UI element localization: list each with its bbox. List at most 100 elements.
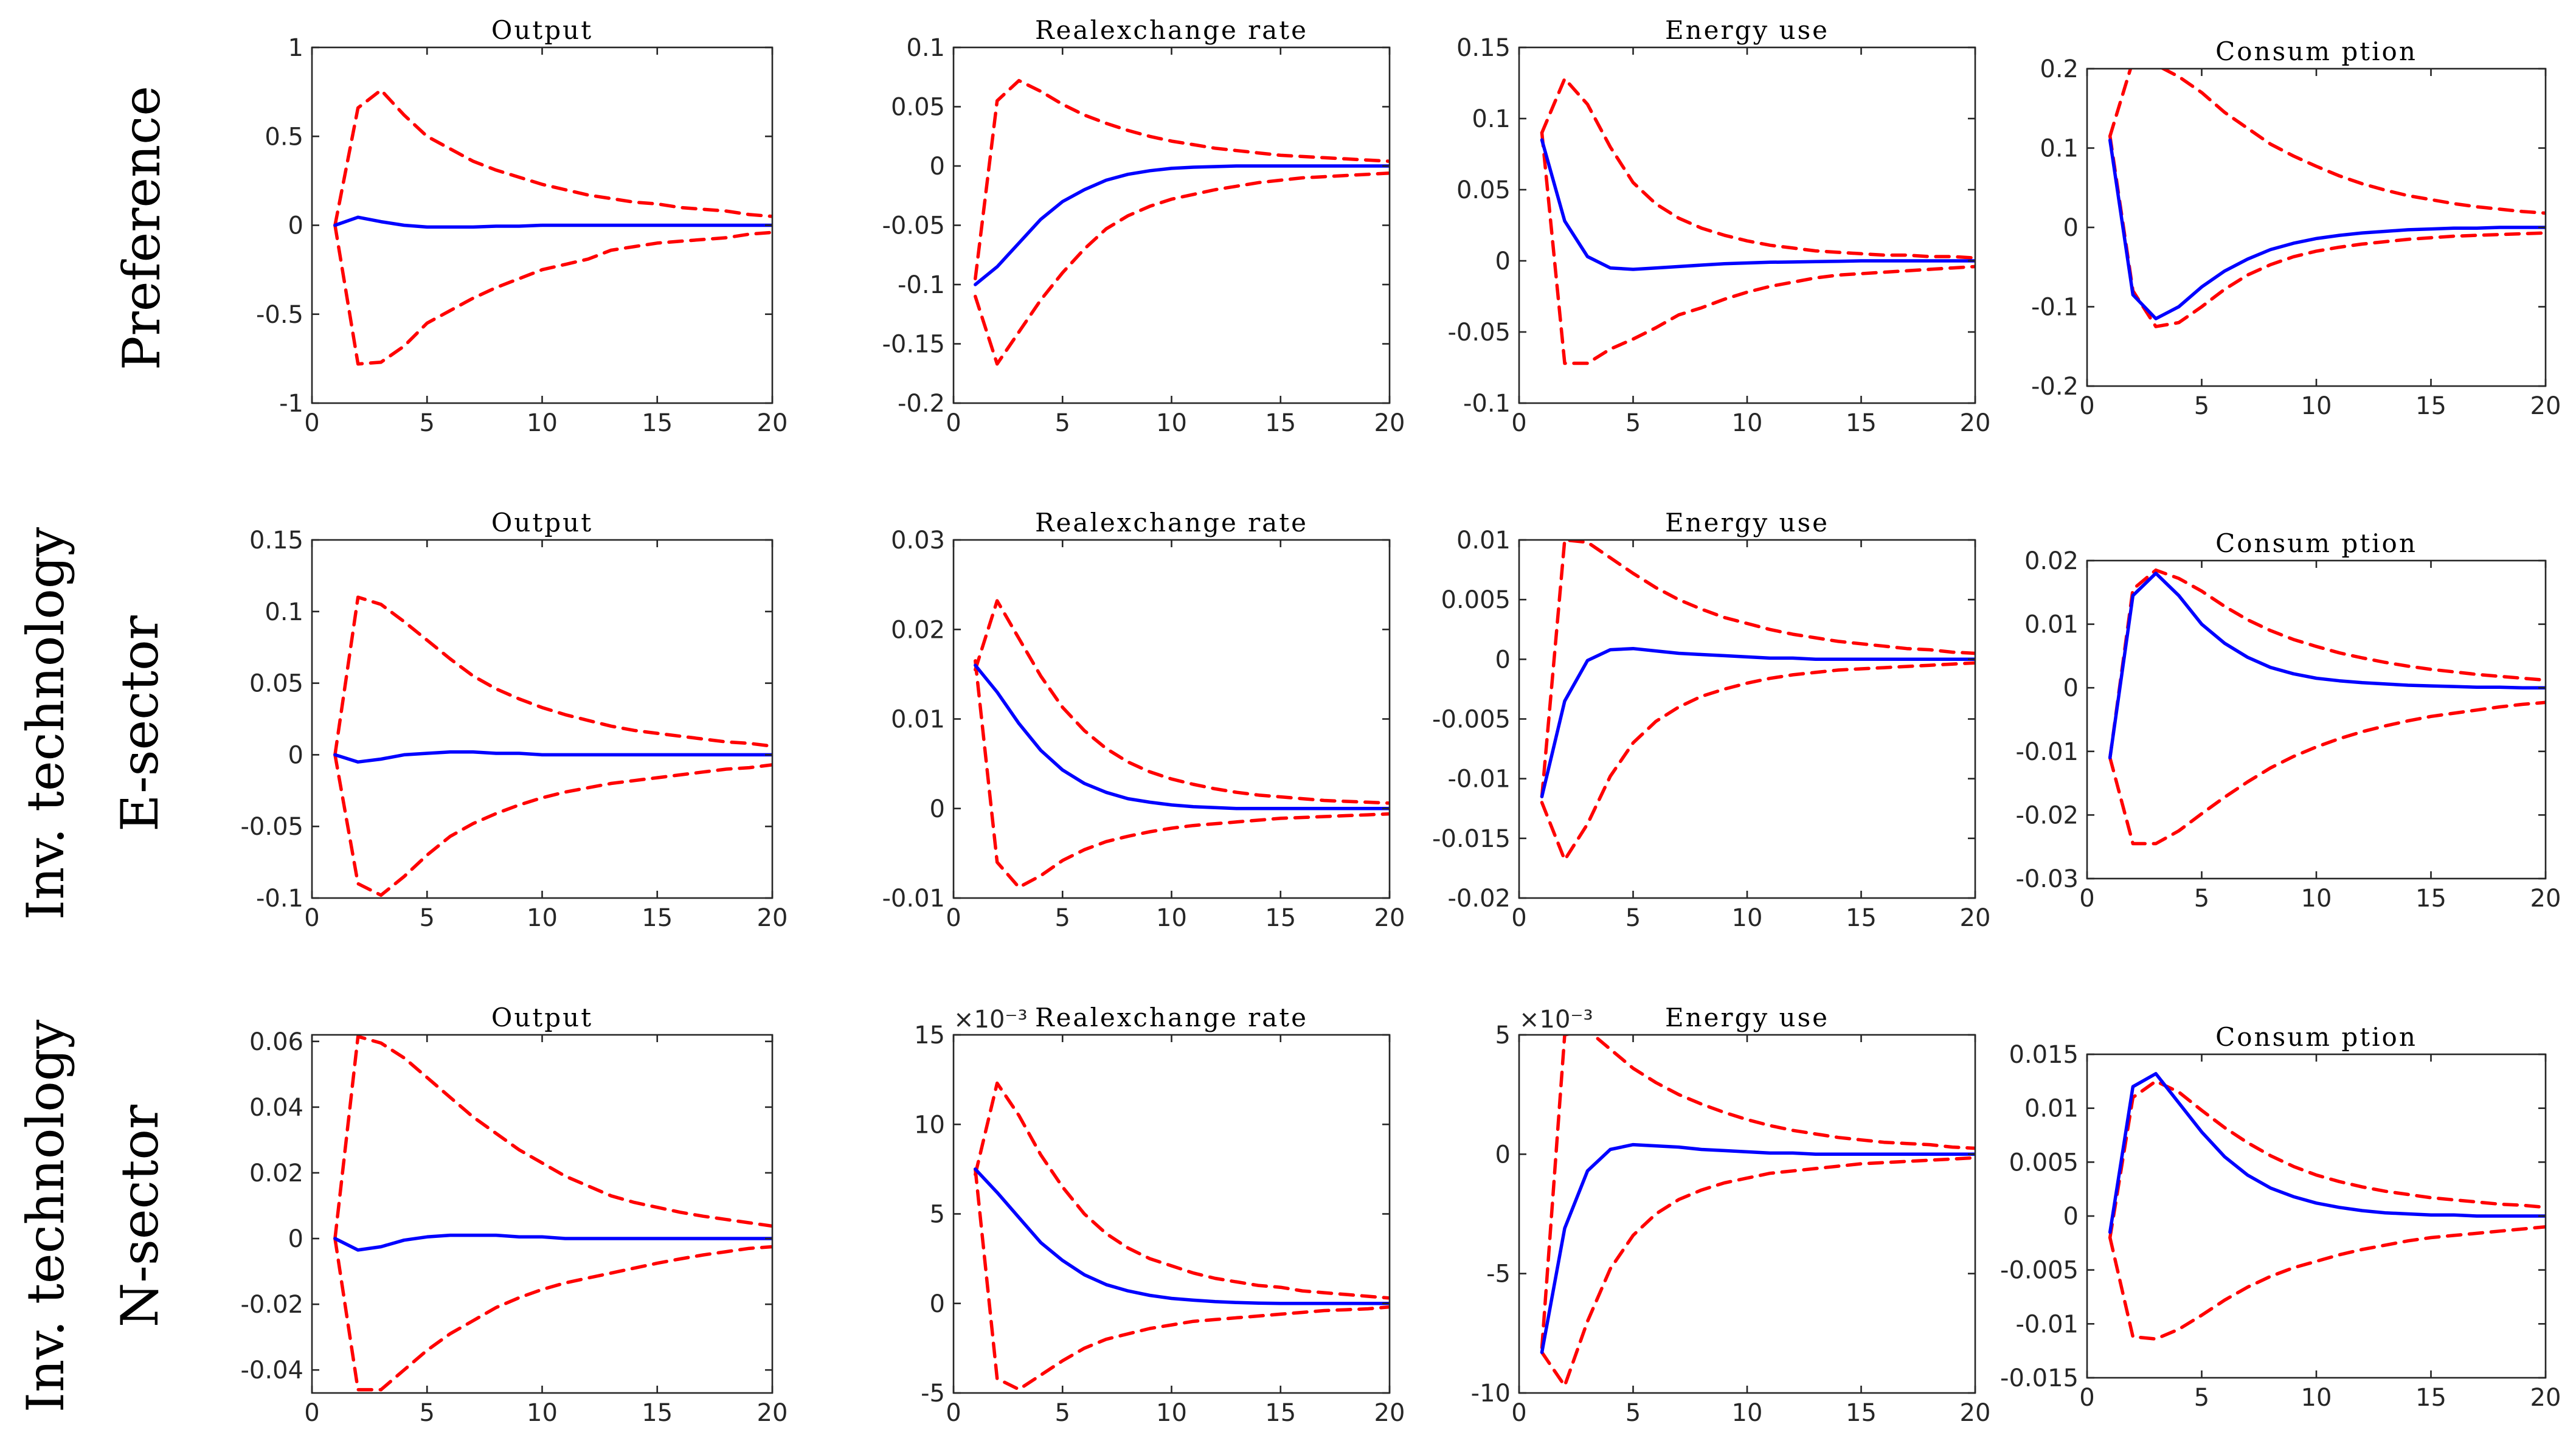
series-median-line xyxy=(1540,138,1975,271)
series-median-line xyxy=(333,1233,772,1252)
y-tick-label: 5 xyxy=(930,1201,945,1229)
x-tick-label: 10 xyxy=(1156,409,1187,437)
series-lower-line xyxy=(333,1237,772,1392)
row-label-2-line-1: N-sector xyxy=(110,1104,170,1327)
row-label-2-line-0: Inv. technology xyxy=(16,1019,75,1412)
series-upper-line xyxy=(974,1081,1390,1300)
y-tick-label: 0.01 xyxy=(2024,1095,2079,1123)
x-tick-label: 0 xyxy=(304,904,319,932)
x-tick-label: 20 xyxy=(2530,392,2561,420)
y-tick-label: -0.1 xyxy=(898,271,945,299)
series-lower-line xyxy=(974,171,1390,366)
panel-r1-c2: 0 5 10 15 20 -0.02 -0.015 -0.01 -0.005 0 0.005 0.01… xyxy=(1432,508,1990,932)
y-tick-label: -5 xyxy=(1486,1260,1511,1288)
x-tick-label: 0 xyxy=(2079,1384,2094,1412)
x-tick-label: 10 xyxy=(527,904,558,932)
y-tick-label: -0.5 xyxy=(256,301,303,329)
x-tick-label: 0 xyxy=(1511,1399,1526,1427)
x-tick-label: 0 xyxy=(946,1399,961,1427)
y-tick-label: -0.03 xyxy=(2016,865,2079,893)
panel-r0-c3: 0 5 10 15 20 -0.2 -0.1 0 0.1 0.2 Consum ption xyxy=(2031,36,2561,420)
panel-r0-c0: 0 5 10 15 20 -1 -0.5 0 0.5 1 Output xyxy=(256,15,788,437)
y-tick-label: 0.015 xyxy=(2009,1041,2079,1069)
x-tick-label: 5 xyxy=(1626,1399,1641,1427)
y-tick-label: 0.005 xyxy=(1441,586,1511,614)
panel-title: Output xyxy=(491,15,593,45)
y-tick-label: -0.01 xyxy=(882,885,946,913)
series-upper-line xyxy=(2108,69,2546,215)
row-labels: Preference Inv. technology E-sector Inv. te… xyxy=(16,86,171,1412)
x-tick-label: 5 xyxy=(420,1399,435,1427)
y-exponent-label: ×10⁻³ xyxy=(1519,1006,1593,1034)
x-tick-label: 20 xyxy=(1374,409,1405,437)
y-tick-label: 0.01 xyxy=(2024,611,2079,639)
x-tick-label: 15 xyxy=(1846,409,1877,437)
y-tick-label: 0.1 xyxy=(265,598,303,626)
x-tick-label: 10 xyxy=(2301,885,2332,913)
y-tick-label: 0.005 xyxy=(2009,1149,2079,1177)
y-tick-label: 0 xyxy=(2063,1203,2079,1231)
series-upper-line xyxy=(974,78,1390,281)
series-lower-line xyxy=(1540,661,1975,862)
x-tick-label: 15 xyxy=(1846,1399,1877,1427)
series-upper-line xyxy=(333,595,772,757)
x-tick-label: 0 xyxy=(2079,392,2094,420)
x-tick-label: 5 xyxy=(420,409,435,437)
y-tick-label: -0.1 xyxy=(256,885,303,913)
panel-r2-c2: 0 5 10 15 20 -10 -5 0 5 ×10⁻³ Energy use xyxy=(1471,1003,1991,1427)
x-tick-label: 15 xyxy=(2415,885,2446,913)
panel-r1-c0: 0 5 10 15 20 -0.1 -0.05 0 0.05 0.1 0.15 Output xyxy=(241,508,788,932)
series-lower-line xyxy=(333,223,772,366)
y-tick-label: 0.5 xyxy=(265,123,303,151)
y-tick-label: -0.1 xyxy=(1463,390,1511,418)
y-tick-label: 0.03 xyxy=(891,527,945,555)
series-lower-line xyxy=(2108,700,2546,846)
series-upper-line xyxy=(333,1035,772,1240)
series-upper-line xyxy=(974,599,1390,805)
y-tick-label: 0 xyxy=(288,1225,303,1253)
y-tick-label: 0.06 xyxy=(249,1028,303,1056)
series-lower-line xyxy=(2108,1225,2546,1341)
series-upper-line xyxy=(1540,77,1975,260)
y-tick-label: -0.01 xyxy=(2016,1310,2079,1338)
row-label-1-line-0: Inv. technology xyxy=(16,527,75,920)
y-tick-label: -0.01 xyxy=(1448,765,1511,793)
y-tick-label: -0.015 xyxy=(1432,825,1511,853)
series-median-line xyxy=(974,663,1390,810)
y-tick-label: 0.01 xyxy=(1456,527,1511,555)
y-tick-label: 0 xyxy=(930,795,945,823)
x-tick-label: 20 xyxy=(2530,885,2561,913)
x-tick-label: 15 xyxy=(642,1399,673,1427)
panel-title: Output xyxy=(491,1003,593,1032)
x-tick-label: 20 xyxy=(2530,1384,2561,1412)
series-median-line xyxy=(2108,572,2546,760)
y-tick-label: -0.01 xyxy=(2016,738,2079,766)
x-tick-label: 10 xyxy=(1732,409,1763,437)
x-tick-label: 0 xyxy=(304,409,319,437)
series-upper-line xyxy=(333,88,772,227)
panel-r2-c0: 0 5 10 15 20 -0.04 -0.02 0 0.02 0.04 0.06 Output xyxy=(241,1003,788,1427)
y-tick-label: -0.05 xyxy=(882,212,946,240)
row-label-0-line-0: Preference xyxy=(112,86,171,370)
y-tick-label: 0 xyxy=(2063,674,2079,702)
panel-title: Energy use xyxy=(1665,1003,1829,1032)
series-median-line xyxy=(1540,1142,1975,1354)
series-median-line xyxy=(974,164,1390,286)
x-tick-label: 15 xyxy=(642,904,673,932)
y-tick-label: 0.05 xyxy=(249,670,303,698)
series-upper-line xyxy=(2108,568,2546,760)
series-median-line xyxy=(1540,646,1975,798)
y-tick-label: 15 xyxy=(914,1021,945,1049)
y-exponent-label: ×10⁻³ xyxy=(954,1006,1028,1034)
x-tick-label: 20 xyxy=(757,904,788,932)
y-tick-label: -0.005 xyxy=(1432,706,1511,734)
x-tick-label: 0 xyxy=(1511,904,1526,932)
panel-r1-c3: 0 5 10 15 20 -0.03 -0.02 -0.01 0 0.01 0.02 Consum p… xyxy=(2016,528,2561,913)
x-tick-label: 20 xyxy=(1960,1399,1991,1427)
panel-title: Realexchange rate xyxy=(1035,15,1308,45)
y-tick-label: -5 xyxy=(921,1380,945,1408)
y-tick-label: -0.1 xyxy=(2031,294,2079,322)
y-tick-label: 0.1 xyxy=(1472,105,1511,133)
